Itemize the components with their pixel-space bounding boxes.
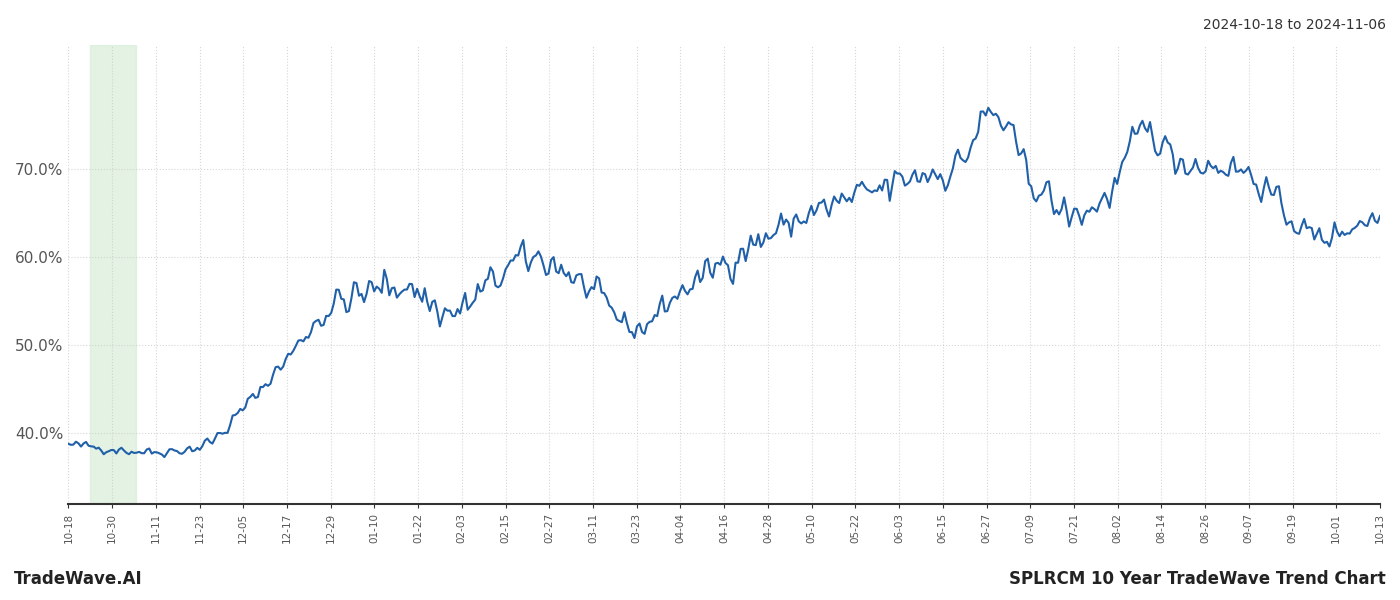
Text: 2024-10-18 to 2024-11-06: 2024-10-18 to 2024-11-06 [1203, 18, 1386, 32]
Text: SPLRCM 10 Year TradeWave Trend Chart: SPLRCM 10 Year TradeWave Trend Chart [1009, 570, 1386, 588]
Text: TradeWave.AI: TradeWave.AI [14, 570, 143, 588]
Bar [90, 45, 136, 504]
